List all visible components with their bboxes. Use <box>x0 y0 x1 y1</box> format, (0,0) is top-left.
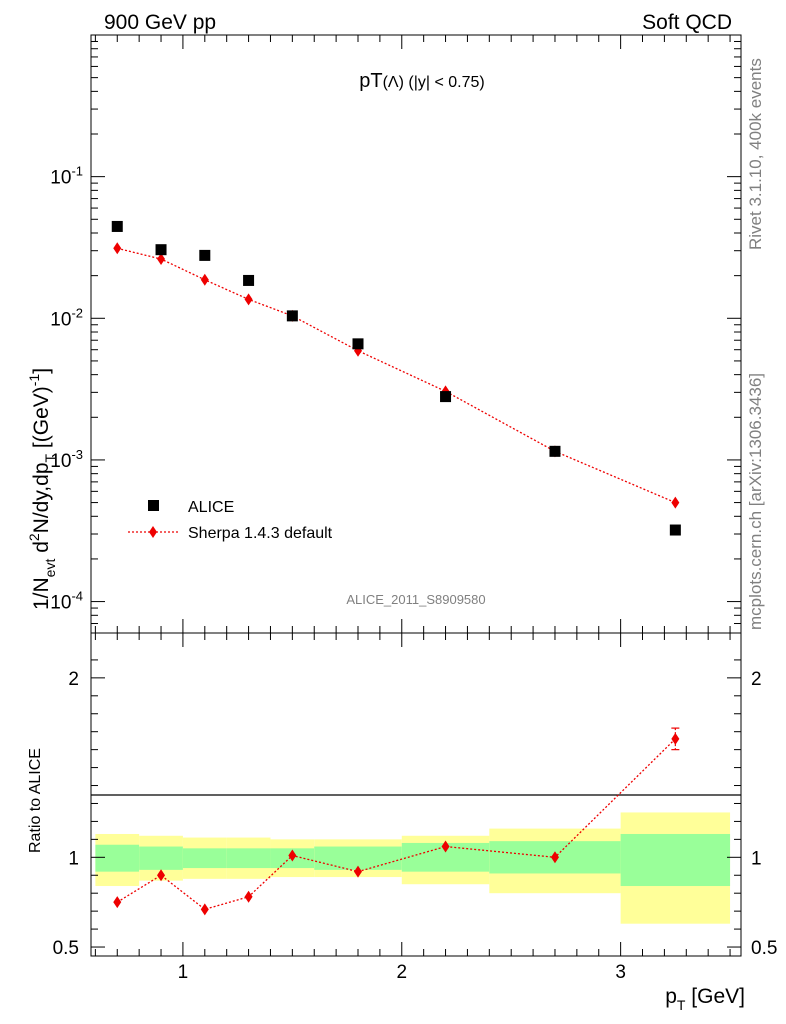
ratio-plot-ticks <box>91 633 741 956</box>
inner-band-segment <box>139 846 183 870</box>
mc-line <box>117 247 676 504</box>
ratio-mc-point <box>441 840 450 853</box>
x-axis-label: pT [GeV] <box>665 985 745 1013</box>
x-tick-label: 2 <box>396 962 407 983</box>
inner-band-segment <box>620 833 731 887</box>
data-point <box>199 249 211 261</box>
xlabel-sub: T <box>677 997 686 1013</box>
ylabel-main: 1/N <box>30 577 53 610</box>
ylabel-close: ] <box>30 368 53 374</box>
ylabel-sub1: evt <box>42 559 58 578</box>
data-point <box>111 220 123 232</box>
header-left: 900 GeV pp <box>104 11 216 34</box>
inner-band-segment <box>95 844 140 872</box>
header-right: Soft QCD <box>642 11 732 34</box>
xlabel-end: [GeV] <box>685 985 745 1008</box>
legend: ALICE Sherpa 1.4.3 default <box>128 499 333 542</box>
ratio-mc-point <box>200 903 209 916</box>
main-title-main: pT <box>359 70 382 92</box>
uncertainty-bands <box>95 812 731 924</box>
ratio-y-tick-label-right: 2 <box>751 669 762 690</box>
ratio-y-axis-label: Ratio to ALICE <box>27 748 44 853</box>
main-plot-frame <box>90 34 742 634</box>
main-title-sub: (Λ) (|y| < 0.75) <box>383 74 485 91</box>
ylabel-sup2: -1 <box>26 374 42 387</box>
legend-data-label: ALICE <box>188 499 234 516</box>
ylabel-sup1: 2 <box>26 533 42 541</box>
data-point <box>155 244 167 256</box>
main-plot-ticks <box>91 34 741 634</box>
data-point <box>669 524 681 536</box>
inner-band-segment <box>182 848 227 869</box>
x-tick-label: 1 <box>178 962 189 983</box>
x-tick-labels: 1 2 3 <box>178 962 626 983</box>
ylabel-mid2: N/dy,dp <box>30 462 53 533</box>
ratio-mc-point <box>550 851 559 864</box>
x-tick-label: 3 <box>615 962 626 983</box>
main-plot-panel: 10-1 10-2 10-3 10-4 pT(Λ) (|y| < 0.75) ALIC… <box>26 34 742 634</box>
legend-data-marker <box>148 500 159 511</box>
data-point <box>440 391 452 403</box>
ylabel-mid: d <box>30 541 53 559</box>
ratio-y-tick-label: 0.5 <box>53 938 79 959</box>
ratio-plot-panel: 2 2 1 1 0.5 0.5 1 2 3 Ratio to ALICE pT [GeV] <box>27 632 778 1013</box>
ratio-mc-point <box>671 732 680 745</box>
data-point <box>549 445 561 457</box>
y-tick-label: 10-3 <box>50 447 83 472</box>
data-point <box>286 310 298 322</box>
ratio-mc-point <box>288 849 297 862</box>
mc-point <box>671 496 680 509</box>
mc-point <box>244 293 253 306</box>
data-point <box>352 338 364 350</box>
legend-mc-marker <box>149 526 157 538</box>
xlabel-main: p <box>665 985 677 1008</box>
ratio-plot-frame <box>90 632 742 957</box>
rivet-label: Rivet 3.1.10, 400k events <box>746 58 765 250</box>
mc-point <box>157 253 166 266</box>
ylabel-end: [(GeV) <box>30 386 53 454</box>
legend-mc-label: Sherpa 1.4.3 default <box>188 525 333 542</box>
main-title: pT(Λ) (|y| < 0.75) <box>359 70 484 92</box>
data-point <box>243 274 255 286</box>
mc-point <box>200 273 209 286</box>
ratio-y-tick-label-right: 1 <box>751 848 762 869</box>
mcplots-label: mcplots.cern.ch [arXiv:1306.3436] <box>746 373 765 630</box>
main-y-tick-labels: 10-1 10-2 10-3 10-4 <box>50 164 83 614</box>
inner-band-segment <box>314 846 402 870</box>
ratio-y-tick-labels: 2 2 1 1 0.5 0.5 <box>53 669 778 959</box>
mc-point <box>113 242 122 255</box>
ratio-mc-series <box>113 727 680 916</box>
main-y-axis-label: 1/Nevt d2N/dy,dpT [(GeV)-1] <box>26 368 58 610</box>
y-tick-label: 10-2 <box>50 305 83 330</box>
ratio-mc-point <box>113 896 122 909</box>
data-series <box>111 220 681 536</box>
ratio-mc-point <box>157 869 166 882</box>
inner-band-segment <box>226 848 271 869</box>
ratio-y-tick-label: 2 <box>68 669 79 690</box>
mc-series <box>113 242 680 509</box>
ratio-y-tick-label-right: 0.5 <box>751 938 777 959</box>
y-tick-label: 10-4 <box>50 589 83 614</box>
ratio-mc-point <box>244 890 253 903</box>
y-tick-label: 10-1 <box>50 164 83 189</box>
ylabel-sub2: T <box>42 453 58 462</box>
ratio-mc-point <box>354 865 363 878</box>
ratio-y-tick-label: 1 <box>68 848 79 869</box>
analysis-watermark: ALICE_2011_S8909580 <box>346 592 485 607</box>
